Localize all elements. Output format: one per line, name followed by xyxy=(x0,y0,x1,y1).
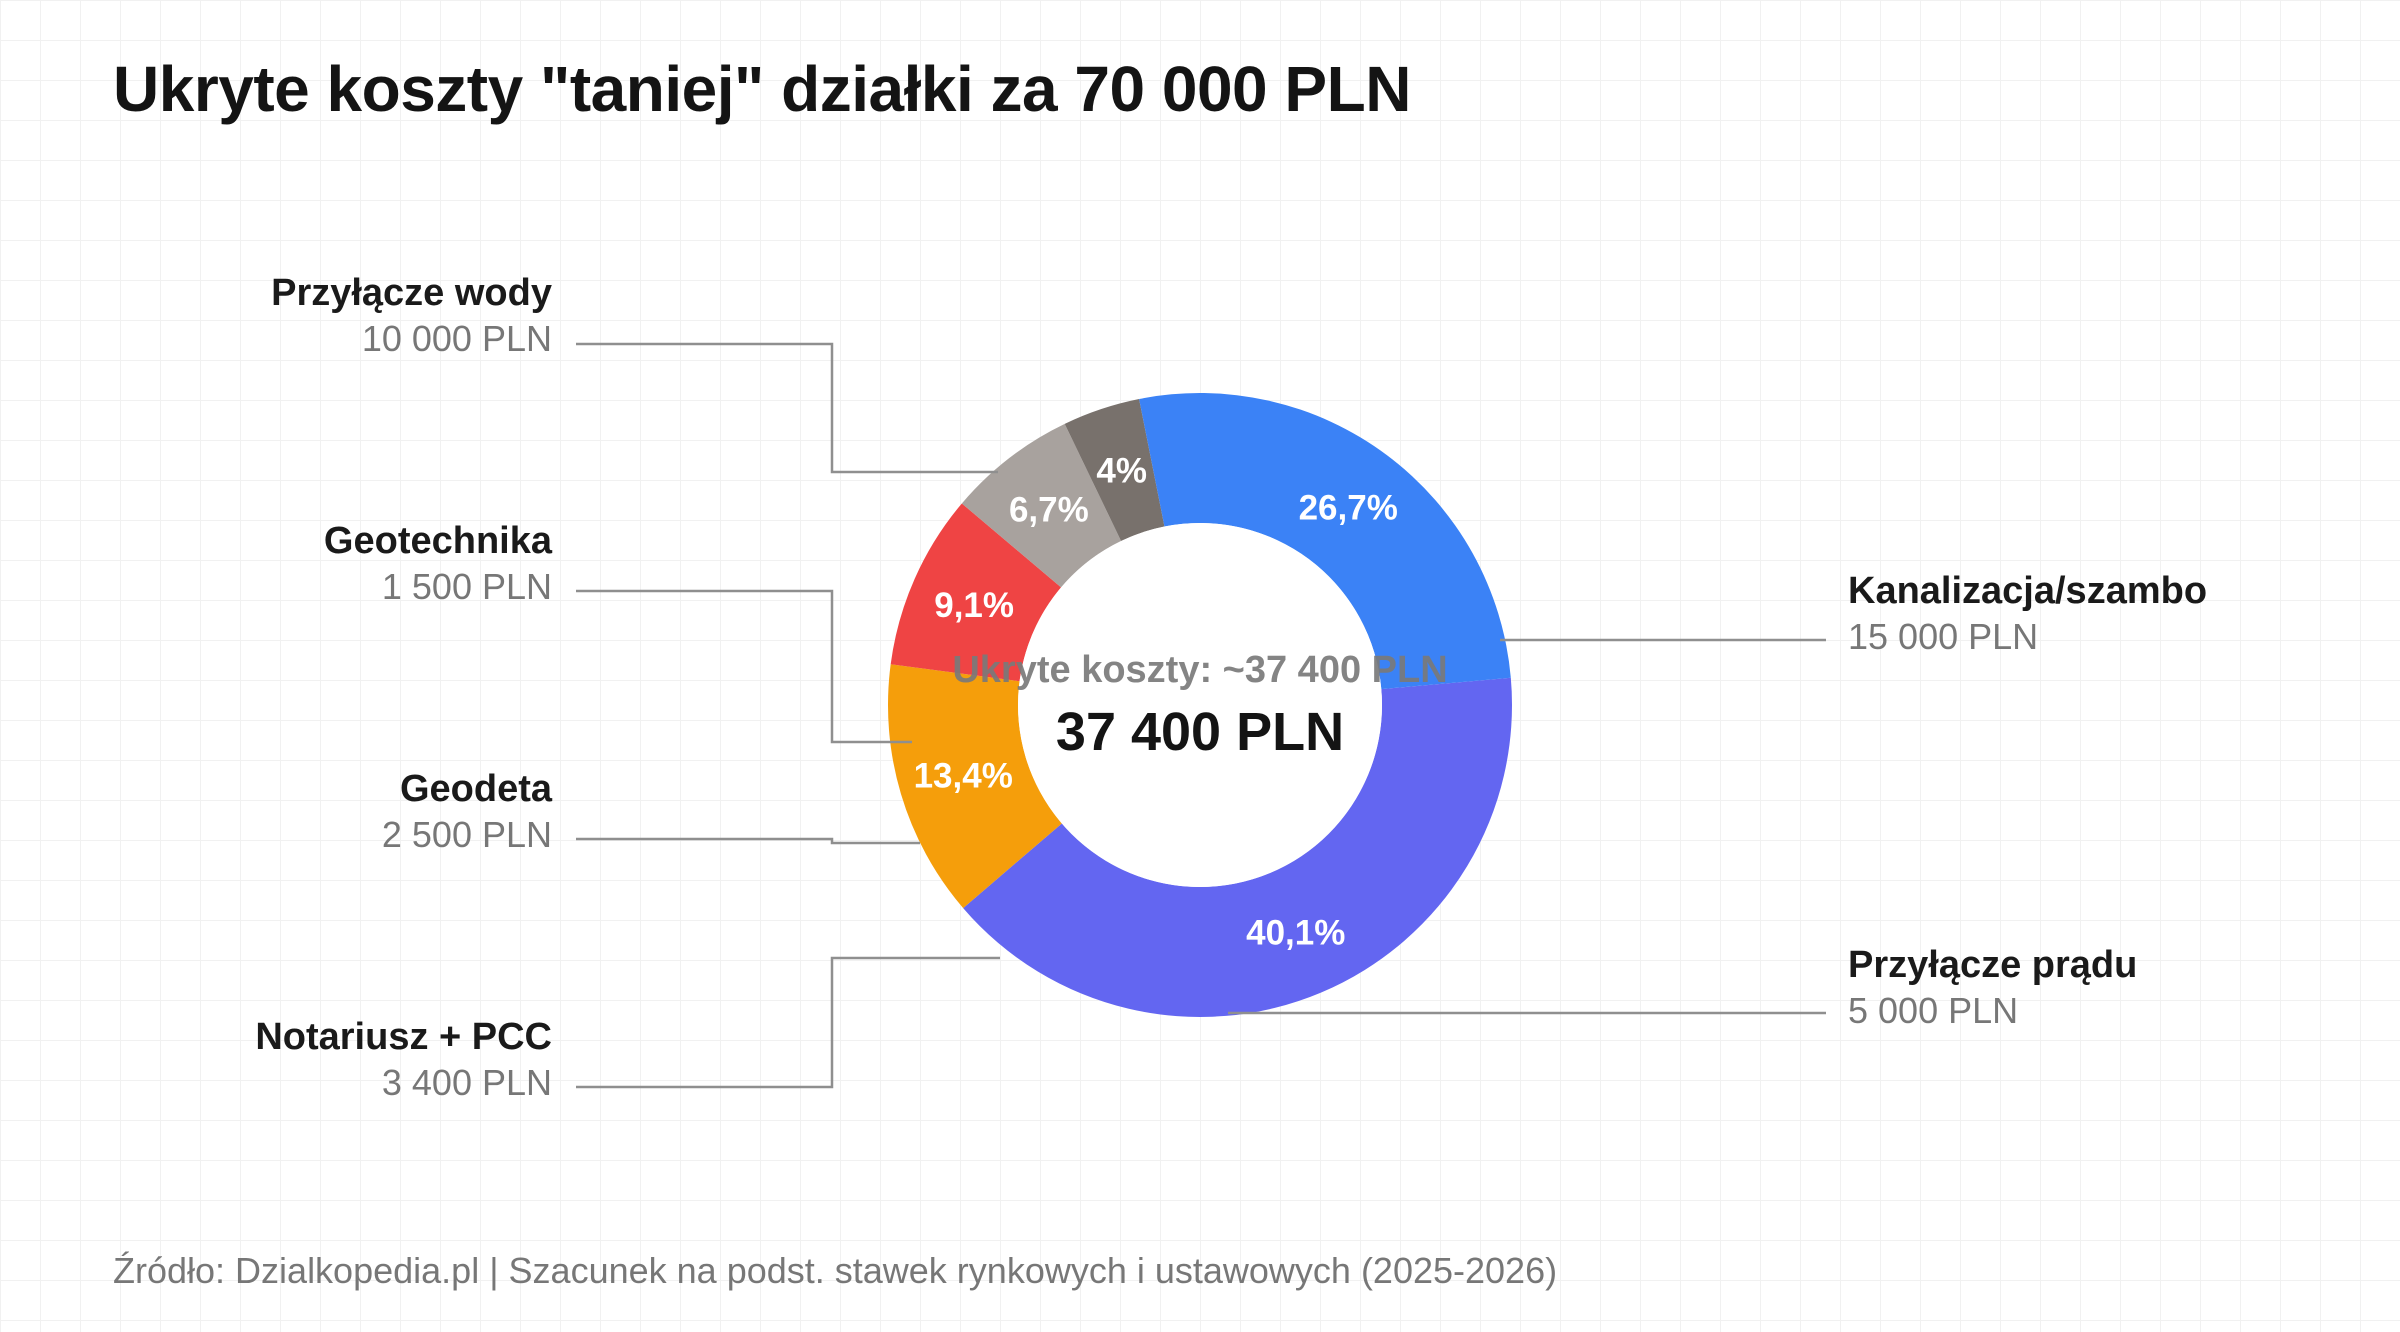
center-value: 37 400 PLN xyxy=(1056,702,1344,762)
leader-line-przylacze-wody xyxy=(576,342,998,474)
leader-line-geotechnika xyxy=(576,589,912,744)
slice-kanalizacja-szambo xyxy=(963,677,1512,1018)
slice-geodeta xyxy=(961,423,1122,588)
leader-line-geodeta xyxy=(576,837,920,845)
slices-layer xyxy=(887,393,1512,1018)
source-note: Źródło: Dzialkopedia.pl | Szacunek na po… xyxy=(113,1250,1558,1291)
center-layer: Ukryte koszty: ~37 400 PLN 37 400 PLN xyxy=(952,649,1447,762)
leader-lines-layer xyxy=(576,342,1826,1089)
category-label-przylacze-pradu: Przyłącze prądu xyxy=(1848,944,2137,986)
slice-geotechnika xyxy=(1064,399,1165,541)
center-label: Ukryte koszty: ~37 400 PLN xyxy=(952,649,1447,691)
percent-label-geotechnika: 4% xyxy=(1096,452,1147,491)
percent-label-geodeta: 6,7% xyxy=(1009,491,1089,530)
category-label-przylacze-wody: Przyłącze wody xyxy=(271,272,552,314)
category-value-geotechnika: 1 500 PLN xyxy=(382,566,552,607)
category-label-geotechnika: Geotechnika xyxy=(324,520,553,562)
slice-przylacze-wody xyxy=(1139,393,1511,690)
category-value-przylacze-wody: 10 000 PLN xyxy=(362,318,552,359)
page-title: Ukryte koszty "taniej" działki za 70 000… xyxy=(113,53,1411,125)
percent-labels-layer: 40,1% 13,4% 9,1% 6,7%4% 26,7% xyxy=(914,452,1398,953)
percent-label-przylacze-pradu: 13,4% xyxy=(914,756,1013,795)
category-value-przylacze-pradu: 5 000 PLN xyxy=(1848,990,2018,1031)
category-value-notariusz-pcc: 3 400 PLN xyxy=(382,1062,552,1103)
donut-hole xyxy=(1018,523,1382,887)
leader-line-notariusz-pcc xyxy=(576,956,1000,1089)
percent-label-notariusz-pcc: 9,1% xyxy=(934,586,1014,625)
category-label-kanalizacja-szambo: Kanalizacja/szambo xyxy=(1848,570,2207,612)
category-label-geodeta: Geodeta xyxy=(400,768,553,810)
category-label-notariusz-pcc: Notariusz + PCC xyxy=(255,1016,552,1058)
percent-label-przylacze-wody: 26,7% xyxy=(1299,488,1398,527)
category-value-geodeta: 2 500 PLN xyxy=(382,814,552,855)
percent-label-kanalizacja-szambo: 40,1% xyxy=(1246,914,1345,953)
slice-notariusz-pcc xyxy=(890,503,1062,682)
slice-przylacze-pradu xyxy=(887,664,1062,909)
category-value-kanalizacja-szambo: 15 000 PLN xyxy=(1848,616,2038,657)
